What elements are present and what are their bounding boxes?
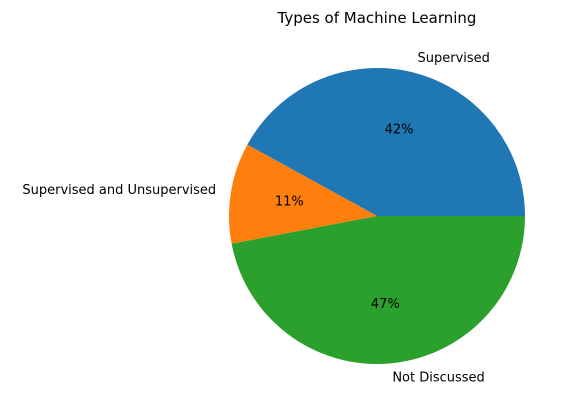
pie-slice-supervised — [247, 68, 525, 216]
chart-title: Types of Machine Learning — [277, 9, 477, 27]
pct-label-supervised-and-unsupervised: 11% — [275, 195, 304, 210]
pct-label-not-discussed: 47% — [371, 297, 400, 312]
pct-label-supervised: 42% — [385, 122, 414, 137]
pie-slice-supervised-and-unsupervised — [229, 144, 377, 244]
slice-label-supervised: Supervised — [417, 51, 489, 66]
pie-slice-not-discussed — [231, 216, 525, 365]
slice-label-supervised-and-unsupervised: Supervised and Unsupervised — [22, 183, 216, 198]
pie-slices — [229, 68, 525, 365]
pie-labels: Supervised 42% Supervised and Unsupervised… — [22, 51, 490, 386]
slice-label-not-discussed: Not Discussed — [392, 371, 485, 386]
